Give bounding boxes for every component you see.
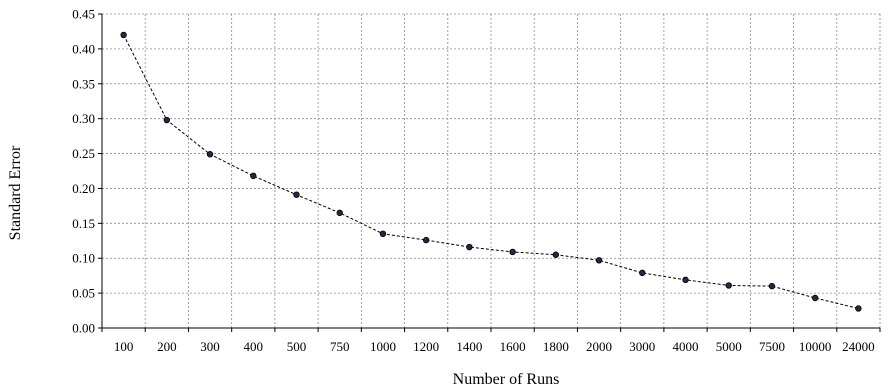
data-point xyxy=(206,151,214,158)
grid-lines xyxy=(102,13,881,328)
y-tick-labels: 0.00 0.05 0.10 0.15 0.20 0.25 0.30 0.35 0.40 0.45 xyxy=(72,7,95,336)
series-standard-error xyxy=(120,31,862,312)
data-point xyxy=(379,230,387,237)
y-tick-label: 0.25 xyxy=(72,146,95,161)
x-tick-label: 5000 xyxy=(716,339,742,354)
x-tick-label: 100 xyxy=(114,339,134,354)
data-point xyxy=(725,282,732,289)
x-tick-label: 2000 xyxy=(586,339,612,354)
x-tick-label: 1600 xyxy=(500,339,526,354)
data-point xyxy=(682,276,689,284)
x-tick-label: 7500 xyxy=(759,339,785,354)
data-point xyxy=(811,294,819,302)
x-tick-label: 4000 xyxy=(673,339,699,354)
x-tick-label: 1000 xyxy=(370,339,396,354)
y-tick-label: 0.40 xyxy=(72,41,95,56)
x-tick-label: 1800 xyxy=(543,339,569,354)
y-tick-label: 0.10 xyxy=(72,251,95,266)
y-tick-label: 0.45 xyxy=(72,7,95,22)
y-tick-label: 0.05 xyxy=(72,286,95,301)
x-tick-label: 750 xyxy=(330,339,350,354)
x-tick-label: 500 xyxy=(287,339,307,354)
x-tick-label: 10000 xyxy=(799,339,832,354)
data-point xyxy=(163,116,171,124)
data-point xyxy=(639,269,646,277)
data-point xyxy=(855,305,862,312)
data-point xyxy=(422,236,430,244)
data-point xyxy=(552,251,560,258)
data-point xyxy=(466,243,473,251)
x-tick-label: 1400 xyxy=(456,339,482,354)
y-tick-label: 0.30 xyxy=(72,111,95,126)
y-tick-label: 0.15 xyxy=(72,216,95,231)
y-axis-title: Standard Error xyxy=(7,145,24,240)
y-tick-label: 0.20 xyxy=(72,181,95,196)
x-tick-label: 24000 xyxy=(842,339,875,354)
x-tick-label: 1200 xyxy=(413,339,439,354)
data-point xyxy=(293,191,300,198)
x-tick-label: 200 xyxy=(157,339,177,354)
axes xyxy=(98,13,881,332)
x-tick-label: 400 xyxy=(244,339,264,354)
series-line xyxy=(123,34,859,309)
data-point xyxy=(595,257,603,264)
x-tick-labels: 100 200 300 400 500 750 1000 1200 1400 1600 1800 20… xyxy=(114,339,875,354)
data-point xyxy=(509,248,516,256)
x-axis-title: Number of Runs xyxy=(453,371,560,388)
y-tick-label: 0.00 xyxy=(72,321,95,336)
y-tick-label: 0.35 xyxy=(72,76,95,91)
x-tick-label: 3000 xyxy=(629,339,655,354)
data-point xyxy=(768,282,776,290)
data-point xyxy=(250,172,257,180)
x-tick-label: 300 xyxy=(200,339,220,354)
data-point xyxy=(120,31,127,39)
data-point xyxy=(336,209,343,217)
